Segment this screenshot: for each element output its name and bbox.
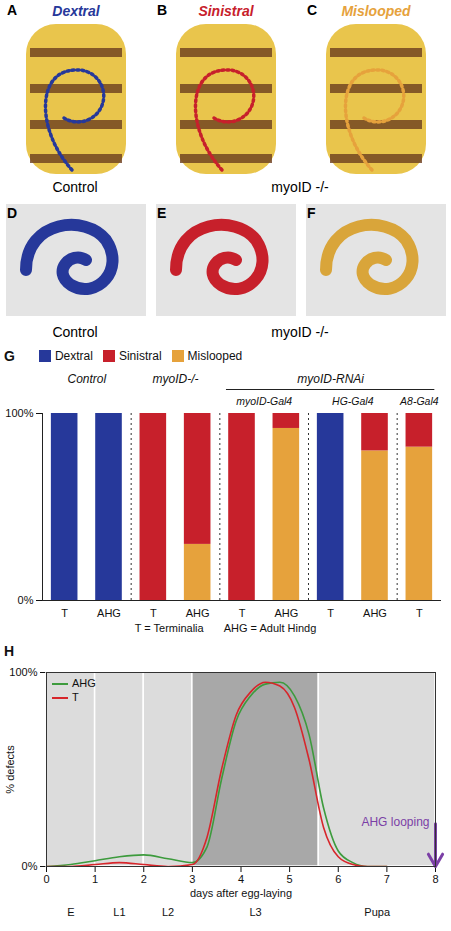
svg-text:8: 8 [432, 873, 438, 885]
svg-text:3: 3 [189, 873, 195, 885]
svg-text:myoID-Gal4: myoID-Gal4 [236, 395, 292, 407]
html-text:Dextral: Dextral [54, 349, 93, 363]
svg-text:F: F [307, 205, 316, 221]
svg-text:0%: 0% [18, 594, 34, 606]
html-text:AHG: AHG [72, 677, 96, 689]
svg-text:C: C [307, 2, 317, 18]
svg-text:B: B [157, 2, 167, 18]
html-text:Mislooped: Mislooped [187, 349, 243, 363]
svg-text:4: 4 [238, 873, 244, 885]
svg-text:T: T [61, 607, 68, 619]
svg-text:L1: L1 [113, 906, 125, 918]
svg-text:T: T [150, 607, 157, 619]
svg-text:Control: Control [52, 179, 97, 195]
svg-text:5: 5 [287, 873, 293, 885]
svg-text:A8-Gal4: A8-Gal4 [399, 395, 439, 407]
html-text:AHG = Adult Hindg: AHG = Adult Hindg [223, 622, 317, 634]
svg-text:HG-Gal4: HG-Gal4 [332, 395, 374, 407]
svg-text:100%: 100% [5, 407, 33, 419]
svg-text:L2: L2 [162, 906, 174, 918]
svg-text:AHG looping: AHG looping [361, 815, 429, 829]
svg-text:E: E [67, 906, 74, 918]
svg-text:6: 6 [335, 873, 341, 885]
html-text:T = Terminalia: T = Terminalia [134, 622, 204, 634]
svg-text:Control: Control [52, 324, 97, 340]
html-text:G: G [4, 348, 15, 364]
svg-text:% defects: % defects [4, 745, 16, 794]
svg-text:myoID-RNAi: myoID-RNAi [297, 372, 364, 386]
svg-text:Pupa: Pupa [364, 906, 391, 918]
svg-text:2: 2 [141, 873, 147, 885]
svg-text:D: D [7, 205, 17, 221]
svg-text:Control: Control [67, 372, 106, 386]
svg-text:7: 7 [384, 873, 390, 885]
svg-text:A: A [7, 2, 17, 18]
svg-text:Mislooped: Mislooped [341, 3, 411, 19]
svg-text:myoID-/-: myoID-/- [153, 372, 199, 386]
svg-text:E: E [157, 205, 166, 221]
svg-text:T: T [239, 607, 246, 619]
svg-text:L3: L3 [249, 906, 261, 918]
svg-text:Dextral: Dextral [52, 3, 101, 19]
svg-text:0: 0 [43, 873, 49, 885]
svg-text:0%: 0% [22, 860, 38, 872]
svg-text:1: 1 [92, 873, 98, 885]
html-text:T: T [72, 691, 79, 703]
svg-text:myoID -/-: myoID -/- [271, 324, 329, 340]
svg-text:AHG: AHG [186, 607, 210, 619]
svg-text:T: T [416, 607, 423, 619]
svg-text:AHG: AHG [274, 607, 298, 619]
svg-text:Sinistral: Sinistral [198, 3, 254, 19]
svg-text:AHG: AHG [97, 607, 121, 619]
svg-text:days after egg-laying: days after egg-laying [190, 887, 292, 899]
html-text:H: H [4, 643, 15, 659]
svg-text:myoID -/-: myoID -/- [271, 179, 329, 195]
svg-text:T: T [327, 607, 334, 619]
svg-text:AHG: AHG [363, 607, 387, 619]
svg-text:100%: 100% [9, 666, 37, 678]
html-text:Sinistral: Sinistral [118, 349, 162, 363]
